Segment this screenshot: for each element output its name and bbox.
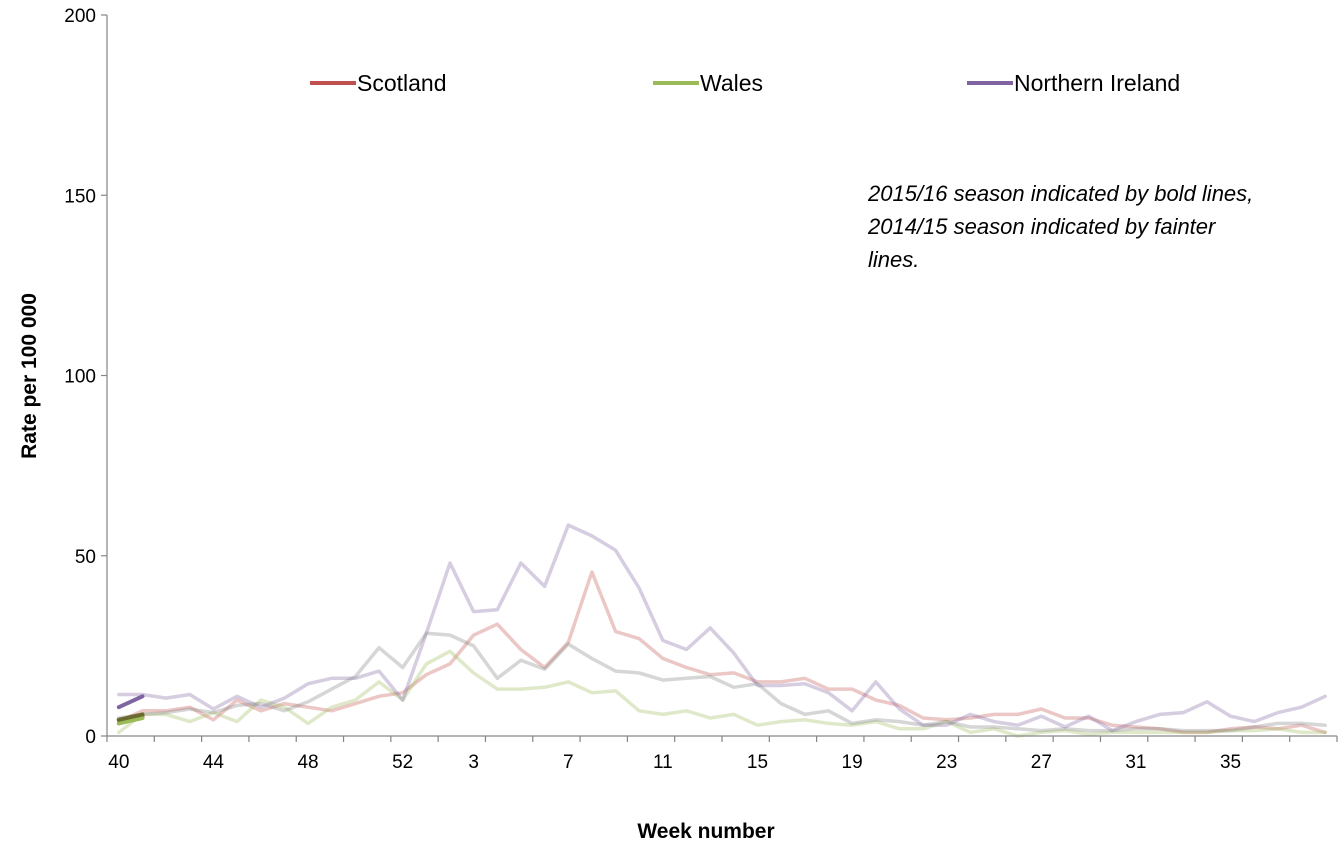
- legend-label: Scotland: [357, 70, 447, 96]
- y-tick-label: 0: [85, 727, 96, 748]
- bold-series-line: [116, 694, 145, 710]
- x-tick-label: 48: [297, 752, 318, 773]
- annotation-line: 2015/16 season indicated by bold lines,: [867, 181, 1253, 206]
- annotation-line: lines.: [868, 247, 919, 272]
- x-tick-label: 3: [468, 752, 479, 773]
- x-tick-label: 52: [392, 752, 413, 773]
- x-tick-label: 44: [203, 752, 225, 773]
- y-tick-label: 150: [64, 186, 96, 207]
- bold-series-line: [116, 716, 145, 726]
- faint-series-line: [117, 570, 1327, 735]
- x-tick-label: 27: [1031, 752, 1052, 773]
- x-tick-label: 15: [747, 752, 768, 773]
- legend-label: Wales: [700, 70, 763, 96]
- x-tick-label: 7: [563, 752, 574, 773]
- bold-series-line: [116, 712, 145, 722]
- legend-label: Northern Ireland: [1014, 70, 1180, 96]
- x-tick-label: 23: [936, 752, 957, 773]
- y-tick-label: 50: [75, 547, 96, 568]
- y-tick-label: 200: [64, 6, 96, 27]
- faint-series-line: [117, 631, 1327, 733]
- faint-series-line: [117, 523, 1327, 733]
- y-axis-title: Rate per 100 000: [18, 293, 41, 459]
- x-axis-title: Week number: [637, 820, 774, 843]
- x-tick-label: 40: [108, 752, 129, 773]
- legend: Scotland Wales Northern Ireland: [310, 70, 1180, 96]
- faint-series-line: [117, 649, 1327, 738]
- x-tick-label: 19: [842, 752, 863, 773]
- x-tick-label: 11: [653, 752, 673, 773]
- x-tick-label: 35: [1220, 752, 1241, 773]
- faint-season-lines: [117, 523, 1327, 738]
- annotation: 2015/16 season indicated by bold lines, 2…: [867, 181, 1253, 272]
- x-tick-label: 31: [1125, 752, 1146, 773]
- bold-season-lines: [116, 694, 145, 726]
- axes: 0 50 100 150 200 40 44 48 52 3 7 11 15 19 23 27 31 35: [64, 6, 1338, 773]
- annotation-line: 2014/15 season indicated by fainter: [867, 214, 1217, 239]
- y-tick-label: 100: [64, 367, 96, 388]
